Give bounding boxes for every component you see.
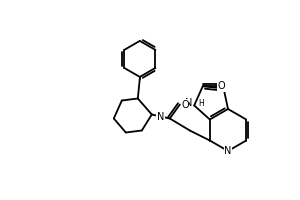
Text: N: N (224, 146, 232, 156)
Text: H: H (198, 99, 204, 108)
Text: O: O (181, 99, 189, 110)
Text: N: N (157, 112, 164, 121)
Text: N: N (185, 98, 192, 108)
Text: O: O (218, 81, 226, 91)
